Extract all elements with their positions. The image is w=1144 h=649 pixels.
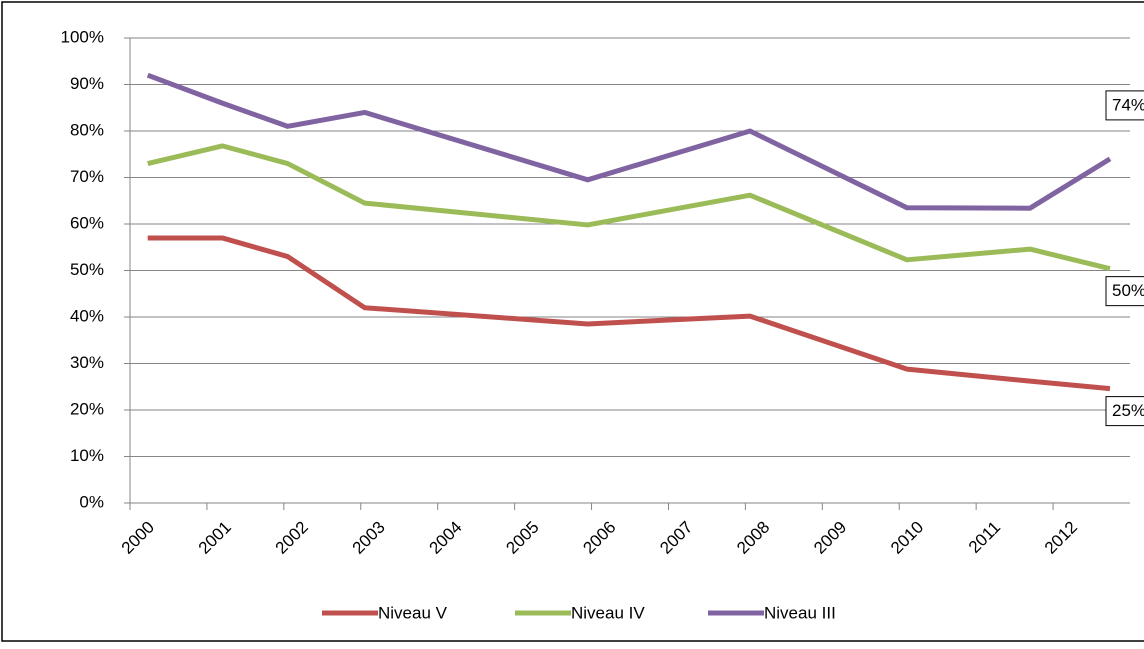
data-label: 50% [1112,281,1144,300]
y-tick-label: 10% [70,446,104,465]
line-series [147,235,1111,392]
data-label-box [1105,90,1144,121]
y-tick-label: 100% [61,27,104,46]
legend-label: Niveau V [378,603,448,622]
data-label: 25% [1112,401,1144,420]
y-tick-label: 40% [70,306,104,325]
data-label-box [1105,396,1144,427]
y-tick-label: 90% [70,74,104,93]
y-tick-label: 80% [70,120,104,139]
y-tick-label: 50% [70,260,104,279]
legend-label: Niveau III [764,603,836,622]
data-label-box [1105,276,1144,307]
y-tick-label: 70% [70,167,104,186]
y-tick-label: 20% [70,399,104,418]
line-series [147,143,1111,272]
legend-label: Niveau IV [571,603,645,622]
data-label: 74% [1112,95,1144,114]
y-tick-label: 60% [70,213,104,232]
line-series [146,72,1112,211]
y-tick-label: 30% [70,353,104,372]
y-tick-label: 0% [79,492,104,511]
